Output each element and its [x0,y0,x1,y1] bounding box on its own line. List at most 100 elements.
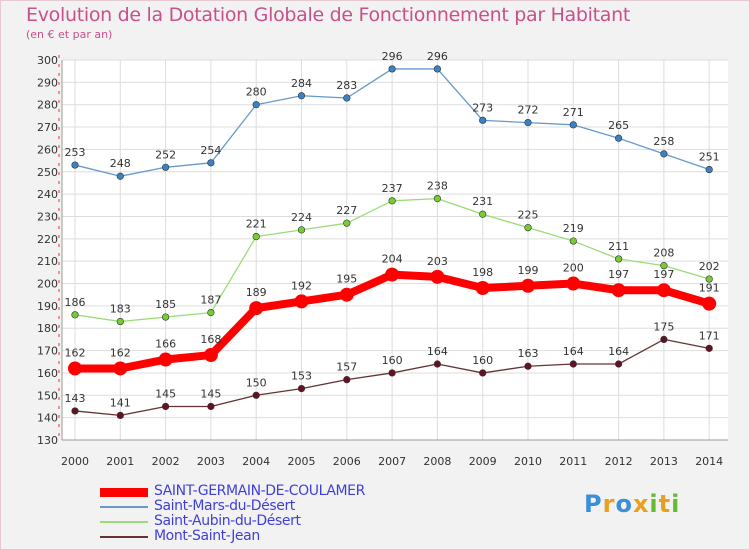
data-label: 224 [291,211,312,224]
data-point [433,360,442,368]
data-point [297,384,306,393]
data-point [521,278,535,293]
data-point [203,348,218,363]
data-point [660,262,668,270]
y-tick-label: 200 [37,278,58,291]
data-label: 265 [608,119,629,132]
data-label: 192 [291,279,312,292]
x-tick-label: 2000 [61,455,89,468]
legend-swatch [100,487,148,497]
data-label: 141 [110,396,131,409]
data-point [479,210,487,218]
data-label: 175 [653,320,674,333]
data-label: 189 [246,286,267,299]
chart-title: Evolution de la Dotation Globale de Fonc… [26,4,631,26]
x-tick-label: 2009 [469,455,497,468]
x-tick-label: 2001 [106,455,134,468]
data-point [343,219,351,227]
data-point [702,296,717,311]
data-point [569,237,577,245]
data-point [569,121,577,129]
y-tick-label: 260 [37,143,58,156]
data-point [116,411,124,420]
data-label: 253 [65,146,86,159]
y-tick-label: 160 [37,367,58,380]
y-tick-label: 220 [37,233,58,246]
data-point [660,335,668,344]
data-label: 203 [427,255,448,268]
y-tick-label: 170 [37,345,58,358]
data-point [656,283,671,298]
data-label: 164 [563,345,584,358]
plot-area [62,60,728,440]
legend-swatch [100,536,148,538]
data-label: 227 [336,204,357,217]
data-point [430,269,445,284]
data-point [479,369,487,377]
data-label: 164 [608,345,629,358]
y-tick-label: 150 [37,389,58,402]
data-label: 195 [336,273,357,286]
data-label: 197 [653,268,674,281]
data-label: 221 [246,218,267,231]
data-label: 187 [200,294,221,307]
data-label: 157 [336,361,357,374]
x-tick-label: 2012 [605,455,633,468]
data-label: 160 [472,354,493,367]
data-label: 296 [427,50,448,63]
x-tick-label: 2003 [197,455,225,468]
data-point [524,224,532,232]
data-point [339,287,354,302]
data-point [524,362,532,370]
data-point [71,407,79,415]
data-label: 164 [427,345,448,358]
data-label: 171 [699,329,720,342]
data-point [388,369,396,377]
x-tick-label: 2004 [242,455,270,468]
data-label: 163 [518,347,539,360]
data-label: 166 [155,338,176,351]
data-point [297,226,306,234]
y-tick-label: 300 [37,54,58,67]
data-point [614,134,623,142]
data-point [660,150,668,158]
data-point [343,376,351,384]
data-label: 252 [155,148,176,161]
data-label: 254 [200,144,221,157]
data-label: 199 [518,264,539,277]
legend-swatch [100,506,148,508]
data-point [158,352,173,367]
x-tick-label: 2014 [695,455,723,468]
data-point [68,361,82,376]
y-tick-label: 180 [37,322,58,335]
data-label: 271 [563,106,584,119]
data-point [207,308,215,317]
data-point [611,283,626,298]
data-label: 211 [608,240,629,253]
data-label: 225 [518,209,539,222]
data-point [162,402,170,411]
x-tick-label: 2006 [333,455,361,468]
data-point [705,344,713,352]
data-point [207,402,215,411]
data-point [705,275,713,283]
legend-label: Saint-Aubin-du-Désert [154,513,301,529]
data-point [524,118,532,127]
data-label: 191 [699,282,720,295]
y-tick-label: 240 [37,188,58,201]
data-point [614,360,623,368]
y-tick-label: 270 [37,121,58,134]
data-point [433,194,442,203]
data-point [385,267,400,282]
data-point [479,116,487,124]
x-tick-label: 2011 [559,455,587,468]
data-point [614,255,623,263]
data-label: 231 [472,195,493,208]
data-label: 283 [336,79,357,92]
y-tick-label: 130 [37,434,58,447]
data-point [475,281,490,295]
data-point [71,161,79,169]
data-point [207,159,215,167]
y-tick-label: 140 [37,412,58,425]
data-point [297,92,306,100]
